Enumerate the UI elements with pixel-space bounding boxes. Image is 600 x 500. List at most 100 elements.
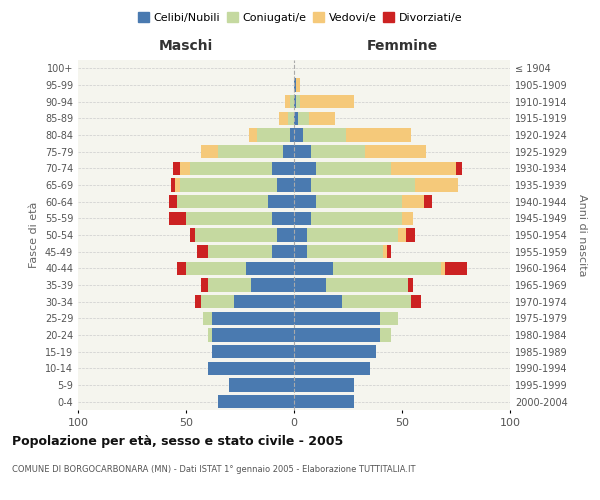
Bar bbox=[218, 395, 294, 408]
Bar bbox=[316, 195, 402, 208]
Bar bbox=[203, 312, 212, 325]
Bar bbox=[294, 395, 355, 408]
Bar bbox=[190, 162, 272, 175]
Bar bbox=[341, 295, 410, 308]
Bar bbox=[294, 378, 355, 392]
Bar bbox=[415, 178, 458, 192]
Bar bbox=[233, 295, 294, 308]
Bar bbox=[294, 228, 307, 241]
Bar bbox=[272, 212, 294, 225]
Bar bbox=[294, 245, 307, 258]
Bar bbox=[294, 278, 326, 291]
Bar bbox=[178, 195, 268, 208]
Bar bbox=[294, 362, 370, 375]
Bar bbox=[201, 295, 233, 308]
Bar bbox=[169, 212, 186, 225]
Bar bbox=[294, 295, 341, 308]
Bar bbox=[294, 162, 316, 175]
Bar bbox=[212, 328, 294, 342]
Bar bbox=[307, 245, 383, 258]
Bar bbox=[257, 128, 290, 141]
Bar bbox=[441, 262, 445, 275]
Bar bbox=[294, 312, 380, 325]
Text: Femmine: Femmine bbox=[367, 40, 437, 54]
Bar bbox=[410, 295, 421, 308]
Bar bbox=[218, 145, 283, 158]
Bar bbox=[277, 178, 294, 192]
Bar bbox=[286, 95, 290, 108]
Text: Popolazione per età, sesso e stato civile - 2005: Popolazione per età, sesso e stato civil… bbox=[12, 435, 343, 448]
Bar bbox=[248, 128, 257, 141]
Bar bbox=[346, 128, 410, 141]
Bar bbox=[194, 295, 201, 308]
Bar bbox=[301, 95, 355, 108]
Bar bbox=[365, 145, 426, 158]
Bar bbox=[294, 345, 376, 358]
Bar bbox=[208, 278, 251, 291]
Bar bbox=[294, 145, 311, 158]
Bar bbox=[296, 95, 301, 108]
Bar bbox=[296, 78, 301, 92]
Bar bbox=[294, 178, 311, 192]
Bar bbox=[307, 228, 398, 241]
Bar bbox=[251, 278, 294, 291]
Bar bbox=[391, 162, 456, 175]
Bar bbox=[294, 112, 298, 125]
Bar bbox=[409, 278, 413, 291]
Bar bbox=[208, 328, 212, 342]
Bar bbox=[298, 112, 309, 125]
Text: COMUNE DI BORGOCARBONARA (MN) - Dati ISTAT 1° gennaio 2005 - Elaborazione TUTTIT: COMUNE DI BORGOCARBONARA (MN) - Dati IST… bbox=[12, 465, 415, 474]
Bar bbox=[212, 312, 294, 325]
Bar bbox=[445, 262, 467, 275]
Bar bbox=[402, 212, 413, 225]
Bar bbox=[175, 178, 179, 192]
Bar bbox=[294, 262, 333, 275]
Bar bbox=[326, 278, 409, 291]
Bar bbox=[294, 328, 380, 342]
Legend: Celibi/Nubili, Coniugati/e, Vedovi/e, Divorziati/e: Celibi/Nubili, Coniugati/e, Vedovi/e, Di… bbox=[133, 8, 467, 28]
Bar bbox=[208, 362, 294, 375]
Bar bbox=[456, 162, 463, 175]
Bar bbox=[333, 262, 441, 275]
Bar bbox=[290, 128, 294, 141]
Bar bbox=[277, 228, 294, 241]
Bar bbox=[311, 178, 415, 192]
Bar bbox=[201, 145, 218, 158]
Bar bbox=[173, 162, 179, 175]
Bar bbox=[311, 212, 402, 225]
Bar bbox=[406, 228, 415, 241]
Bar bbox=[272, 162, 294, 175]
Bar bbox=[424, 195, 432, 208]
Bar bbox=[290, 95, 294, 108]
Bar bbox=[186, 212, 272, 225]
Bar bbox=[380, 312, 398, 325]
Bar bbox=[294, 78, 296, 92]
Bar bbox=[169, 195, 178, 208]
Y-axis label: Fasce di età: Fasce di età bbox=[29, 202, 39, 268]
Bar bbox=[212, 345, 294, 358]
Bar bbox=[294, 212, 311, 225]
Bar bbox=[311, 145, 365, 158]
Bar bbox=[302, 128, 346, 141]
Bar bbox=[268, 195, 294, 208]
Bar bbox=[398, 228, 406, 241]
Bar bbox=[201, 278, 208, 291]
Bar bbox=[197, 245, 208, 258]
Bar bbox=[294, 95, 296, 108]
Bar bbox=[208, 245, 272, 258]
Bar bbox=[287, 112, 294, 125]
Bar bbox=[294, 128, 302, 141]
Bar bbox=[194, 228, 277, 241]
Bar bbox=[383, 245, 387, 258]
Bar bbox=[186, 262, 247, 275]
Bar bbox=[190, 228, 194, 241]
Bar bbox=[171, 178, 175, 192]
Bar bbox=[309, 112, 335, 125]
Bar bbox=[229, 378, 294, 392]
Bar bbox=[283, 145, 294, 158]
Bar bbox=[179, 178, 277, 192]
Bar bbox=[294, 195, 316, 208]
Bar bbox=[178, 262, 186, 275]
Bar bbox=[380, 328, 391, 342]
Bar bbox=[387, 245, 391, 258]
